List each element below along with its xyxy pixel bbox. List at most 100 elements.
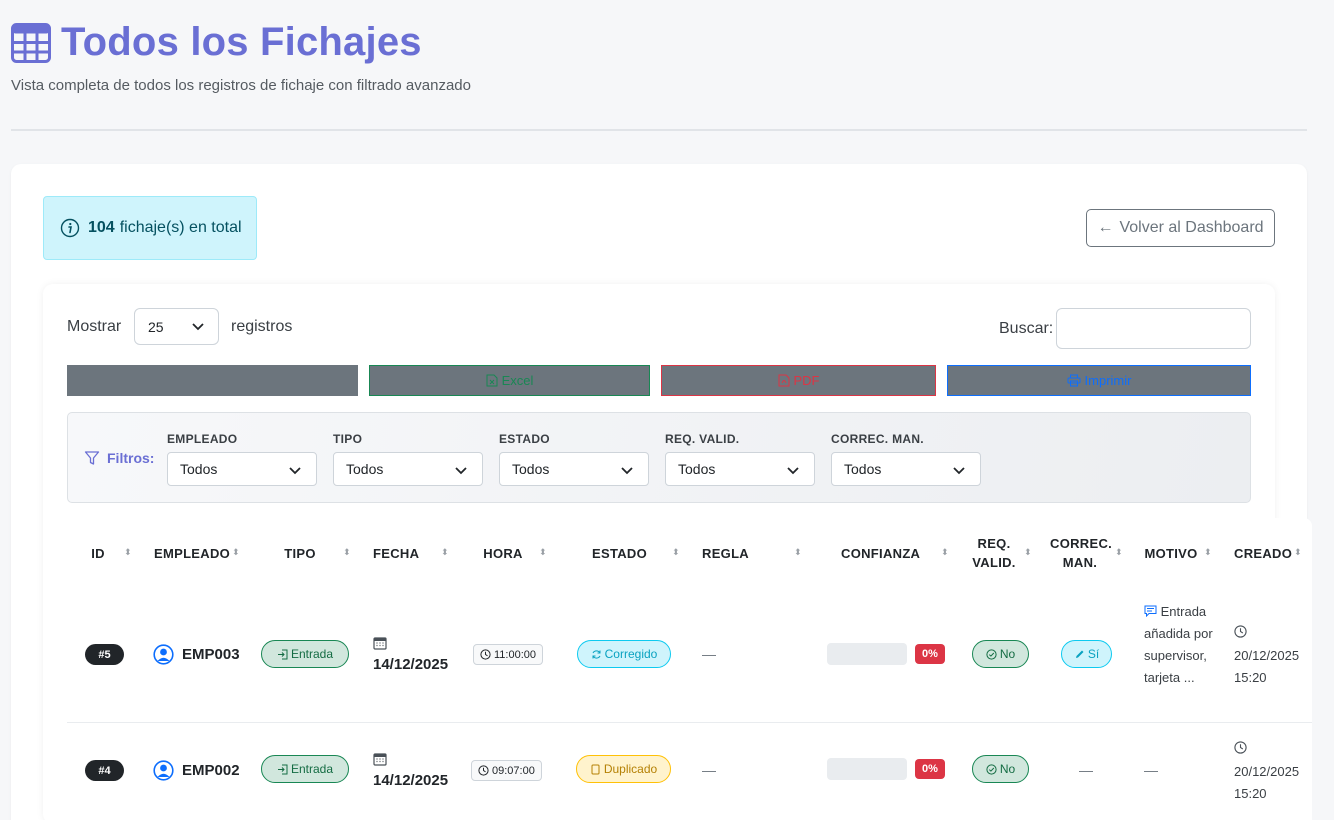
- sort-icon: ⬍: [539, 547, 547, 557]
- filter-label: ESTADO: [499, 432, 550, 446]
- filter-label: EMPLEADO: [167, 432, 238, 446]
- pdf-label: PDF: [793, 373, 820, 388]
- motivo-cell: —: [1144, 762, 1158, 778]
- regla-cell: —: [702, 762, 716, 778]
- chevron-down-icon: [621, 467, 633, 475]
- total-alert: 104 fichaje(s) en total: [43, 196, 257, 260]
- filter-estado-select[interactable]: Todos: [499, 452, 649, 486]
- printer-icon: [1067, 374, 1081, 387]
- sign-in-icon: [277, 764, 288, 774]
- pdf-button[interactable]: PDF: [661, 365, 936, 396]
- confidence-bar: [827, 758, 907, 780]
- funnel-icon: [84, 451, 100, 465]
- time-badge: 11:00:00: [473, 644, 544, 665]
- tipo-badge: Entrada: [261, 640, 349, 668]
- chevron-down-icon: [455, 467, 467, 475]
- excel-label: Excel: [501, 373, 534, 388]
- column-header-motivo[interactable]: MOTIVO: [1144, 546, 1198, 561]
- filter-estado: ESTADO Todos: [499, 432, 649, 486]
- row-id-badge: #5: [85, 644, 124, 665]
- fichajes-table: [67, 518, 1312, 820]
- calendar-icon: [373, 637, 387, 650]
- motivo-cell: Entrada añadida por supervisor, tarjeta …: [1144, 601, 1224, 689]
- column-header-regla[interactable]: REGLA: [702, 546, 749, 561]
- arrow-left-icon: ←: [1097, 219, 1114, 236]
- tipo-badge: Entrada: [261, 755, 349, 783]
- page-title: Todos los Fichajes: [61, 20, 422, 64]
- confidence-bar: [827, 643, 907, 665]
- chevron-down-icon: [192, 323, 204, 331]
- length-suffix: registros: [231, 318, 293, 335]
- back-to-dashboard-button[interactable]: ← Volver al Dashboard: [1086, 209, 1275, 247]
- user-circle-icon: [153, 644, 174, 665]
- date-cell: 14/12/2025: [373, 636, 448, 673]
- req-valid-badge: No: [972, 755, 1029, 783]
- chevron-down-icon: [953, 467, 965, 475]
- column-header-estado[interactable]: ESTADO: [592, 546, 648, 561]
- creado-date: 20/12/2025: [1234, 648, 1300, 663]
- employee-code: EMP003: [182, 646, 240, 663]
- page-length-select[interactable]: 25: [134, 308, 219, 345]
- confidence-badge: 0%: [915, 644, 945, 664]
- copy-button[interactable]: [67, 365, 358, 396]
- employee-cell: EMP003: [153, 644, 240, 665]
- employee-code: EMP002: [182, 762, 240, 779]
- filter-label: TIPO: [333, 432, 363, 446]
- filter-correc-man-select[interactable]: Todos: [831, 452, 981, 486]
- chevron-down-icon: [787, 467, 799, 475]
- date-value: 14/12/2025: [373, 772, 449, 789]
- sort-icon: ⬍: [1204, 547, 1212, 557]
- column-header-confianza[interactable]: CONFIANZA: [841, 546, 921, 561]
- sort-icon: ⬍: [672, 547, 680, 557]
- filter-tipo: TIPO Todos: [333, 432, 483, 486]
- sort-icon: ⬍: [1024, 547, 1032, 557]
- filters-title: Filtros:: [84, 450, 154, 466]
- sort-icon: ⬍: [232, 547, 240, 557]
- date-cell: 14/12/2025: [373, 752, 448, 789]
- creado-time: 15:20: [1234, 670, 1267, 685]
- print-button[interactable]: Imprimir: [947, 365, 1251, 396]
- column-header-fecha[interactable]: FECHA: [373, 546, 420, 561]
- page-length-value: 25: [148, 318, 164, 335]
- check-circle-icon: [986, 763, 997, 775]
- date-value: 14/12/2025: [373, 656, 449, 673]
- sort-icon: ⬍: [441, 547, 449, 557]
- excel-button[interactable]: Excel: [369, 365, 650, 396]
- sort-icon: ⬍: [1115, 547, 1123, 557]
- motivo-text: Entrada añadida por supervisor, tarjeta …: [1144, 604, 1213, 685]
- column-header-tipo[interactable]: TIPO: [284, 546, 316, 561]
- filter-req-valid-select[interactable]: Todos: [665, 452, 815, 486]
- clock-icon: [1234, 741, 1247, 754]
- creado-date: 20/12/2025: [1234, 764, 1300, 779]
- column-header-creado[interactable]: CREADO: [1234, 546, 1293, 561]
- copy-icon: [591, 764, 600, 774]
- print-label: Imprimir: [1084, 373, 1132, 388]
- column-header-empleado[interactable]: EMPLEADO: [154, 546, 231, 561]
- regla-cell: —: [702, 646, 716, 662]
- file-pdf-icon: [778, 374, 789, 387]
- filter-empleado-select[interactable]: Todos: [167, 452, 317, 486]
- column-header-req-valid[interactable]: REQ. VALID.: [972, 536, 1016, 570]
- employee-cell: EMP002: [153, 760, 240, 781]
- confidence-badge: 0%: [915, 759, 945, 779]
- back-button-label: Volver al Dashboard: [1119, 219, 1264, 236]
- total-text: fichaje(s) en total: [119, 219, 242, 236]
- user-circle-icon: [153, 760, 174, 781]
- time-badge: 09:07:00: [471, 760, 542, 781]
- sort-icon: ⬍: [1294, 547, 1302, 557]
- row-id-badge: #4: [85, 760, 124, 781]
- filter-tipo-select[interactable]: Todos: [333, 452, 483, 486]
- clock-icon: [478, 765, 489, 776]
- req-valid-badge: No: [972, 640, 1029, 668]
- column-header-id[interactable]: ID: [91, 546, 105, 561]
- table-icon: [11, 22, 51, 63]
- column-header-hora[interactable]: HORA: [483, 546, 523, 561]
- chevron-down-icon: [289, 467, 301, 475]
- total-count: 104: [88, 219, 115, 236]
- filter-empleado: EMPLEADO Todos: [167, 432, 317, 486]
- column-header-correc-man[interactable]: CORREC. MAN.: [1050, 536, 1113, 570]
- correc-man-cell: —: [1079, 762, 1093, 778]
- search-label: Buscar:: [999, 320, 1054, 337]
- correc-man-badge: Sí: [1061, 640, 1112, 668]
- search-input[interactable]: [1056, 308, 1251, 349]
